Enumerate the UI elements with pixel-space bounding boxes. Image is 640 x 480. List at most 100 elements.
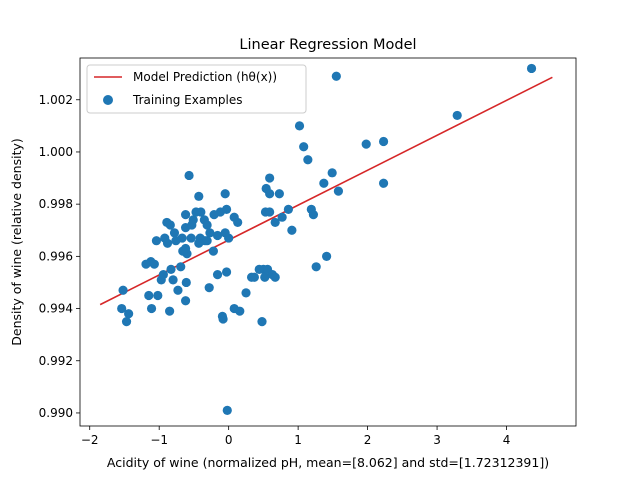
data-point: [331, 71, 341, 81]
y-axis-label: Density of wine (relative density): [9, 138, 24, 346]
data-point: [274, 189, 284, 199]
data-point: [221, 204, 232, 214]
data-point: [144, 290, 154, 301]
x-tick-label: 4: [503, 433, 511, 447]
data-point: [176, 262, 186, 272]
regression-line-series: [99, 76, 553, 306]
data-point: [212, 270, 223, 280]
data-point: [204, 283, 214, 293]
data-point: [265, 189, 275, 199]
data-point: [191, 207, 201, 217]
chart-title: Linear Regression Model: [239, 37, 416, 53]
data-point: [224, 233, 234, 243]
training-examples-series: [117, 63, 537, 415]
legend: Model Prediction (hθ(x)) Training Exampl…: [86, 64, 307, 114]
data-point: [378, 136, 389, 147]
data-point: [222, 405, 232, 415]
data-point: [308, 209, 319, 220]
data-point: [265, 207, 275, 217]
legend-line-label: Model Prediction (hθ(x)): [133, 70, 277, 84]
data-point: [233, 217, 243, 228]
data-point: [257, 317, 267, 327]
legend-point-swatch: [103, 95, 113, 105]
data-point: [220, 189, 230, 199]
data-point: [184, 170, 194, 181]
data-point: [452, 110, 462, 121]
data-point: [151, 236, 162, 246]
data-point: [171, 236, 181, 246]
data-point: [299, 142, 309, 152]
data-point: [202, 236, 212, 246]
y-tick-label: 1.002: [39, 93, 73, 107]
data-point: [221, 267, 232, 277]
data-point: [270, 217, 280, 228]
data-point: [212, 230, 223, 241]
y-tick-label: 0.996: [39, 249, 73, 263]
y-tick-label: 0.998: [39, 197, 73, 211]
data-point: [118, 285, 128, 295]
plot-area: [99, 63, 553, 415]
data-point: [180, 209, 191, 220]
data-point: [303, 155, 313, 165]
data-point: [178, 246, 188, 256]
x-tick-label: 1: [294, 433, 302, 447]
data-point: [186, 233, 196, 243]
y-tick-label: 0.994: [39, 302, 73, 316]
data-point: [246, 272, 257, 282]
x-tick-label: 3: [433, 433, 441, 447]
data-point: [162, 238, 173, 248]
x-axis-ticks: −2 −1 0 1 2 3 4: [81, 426, 510, 447]
data-point: [254, 264, 264, 275]
data-point: [117, 303, 127, 314]
data-point: [194, 191, 204, 201]
data-point: [165, 220, 175, 230]
data-point: [181, 277, 191, 288]
y-tick-label: 1.000: [39, 145, 73, 159]
data-point: [208, 246, 218, 256]
data-point: [205, 228, 215, 238]
data-point: [165, 306, 175, 316]
data-point: [294, 121, 305, 131]
x-tick-label: 2: [364, 433, 372, 447]
data-point: [361, 139, 371, 149]
axes-frame: [79, 57, 577, 427]
data-point: [217, 311, 228, 321]
data-point: [270, 272, 280, 282]
data-point: [153, 290, 163, 301]
data-point: [173, 285, 183, 295]
data-point: [194, 238, 204, 248]
legend-box: [86, 64, 307, 114]
regression-line: [99, 76, 553, 306]
data-point: [166, 264, 176, 275]
data-point: [141, 259, 151, 269]
y-axis-ticks: 0.990 0.992 0.994 0.996 0.998 1.000 1.002: [39, 93, 80, 420]
data-point: [124, 309, 134, 319]
data-point: [146, 303, 157, 314]
x-axis-label: Acidity of wine (normalized pH, mean=[8.…: [107, 455, 549, 470]
data-point: [168, 275, 178, 285]
legend-point-label: Training Examples: [132, 93, 242, 107]
y-tick-label: 0.992: [39, 354, 73, 368]
data-point: [322, 251, 332, 261]
y-tick-label: 0.990: [39, 406, 73, 420]
data-point: [327, 168, 337, 178]
data-point: [260, 272, 270, 282]
data-point: [209, 209, 219, 220]
data-point: [169, 228, 180, 238]
x-tick-label: −2: [81, 433, 99, 447]
data-point: [319, 178, 329, 188]
data-point: [241, 288, 251, 298]
data-point: [121, 317, 132, 327]
data-point: [149, 259, 159, 269]
data-point: [311, 262, 321, 272]
data-point: [287, 225, 297, 235]
data-point: [526, 63, 537, 74]
data-point: [202, 220, 212, 230]
data-point: [235, 306, 245, 316]
data-point: [158, 270, 168, 280]
data-point: [283, 204, 294, 214]
data-point: [333, 186, 344, 196]
x-tick-label: −1: [150, 433, 168, 447]
data-point: [180, 296, 191, 306]
